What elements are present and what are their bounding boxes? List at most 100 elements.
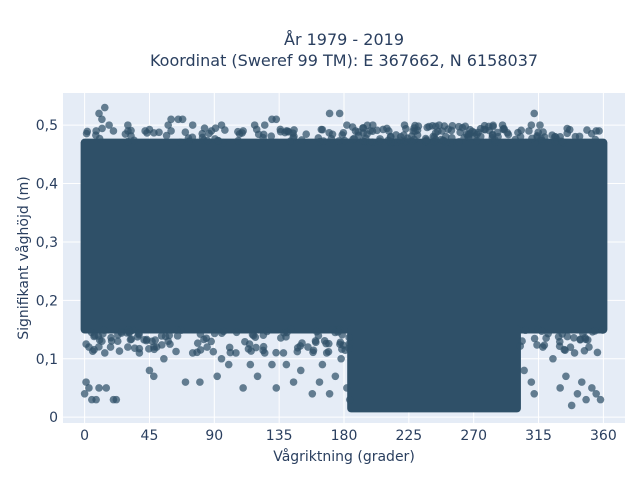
data-point bbox=[124, 121, 132, 129]
data-point bbox=[279, 349, 288, 357]
edge-point bbox=[225, 343, 234, 352]
data-point bbox=[188, 121, 197, 129]
x-tick-label: 45 bbox=[141, 428, 159, 444]
data-point bbox=[164, 121, 172, 129]
edge-point bbox=[234, 136, 242, 145]
edge-point bbox=[349, 135, 357, 144]
edge-point bbox=[290, 132, 298, 141]
edge-point bbox=[298, 136, 306, 144]
data-point bbox=[152, 343, 161, 351]
edge-point bbox=[488, 130, 497, 139]
data-point bbox=[585, 343, 593, 351]
data-point bbox=[304, 343, 312, 351]
data-point bbox=[282, 127, 291, 135]
dense-region bbox=[347, 325, 521, 413]
edge-point bbox=[259, 342, 268, 351]
y-tick-label: 0,3 bbox=[36, 235, 58, 251]
chart-title-line-1: År 1979 - 2019 bbox=[284, 30, 404, 49]
edge-point bbox=[200, 124, 209, 133]
edge-point bbox=[414, 122, 423, 130]
edge-point bbox=[345, 344, 353, 353]
edge-point bbox=[107, 333, 115, 342]
data-point bbox=[573, 389, 582, 398]
edge-point bbox=[176, 138, 185, 147]
edge-point bbox=[593, 348, 602, 357]
edge-point bbox=[232, 328, 241, 337]
y-tick-label: 0 bbox=[49, 410, 58, 426]
data-point bbox=[105, 121, 113, 129]
data-point bbox=[253, 372, 262, 381]
edge-point bbox=[575, 132, 584, 141]
edge-point bbox=[115, 347, 124, 355]
data-point bbox=[520, 366, 528, 375]
edge-point bbox=[516, 342, 525, 350]
edge-point bbox=[95, 134, 104, 143]
edge-point bbox=[345, 333, 353, 342]
edge-point bbox=[126, 335, 135, 344]
data-point bbox=[141, 127, 149, 135]
edge-point bbox=[359, 129, 368, 137]
edge-point bbox=[123, 137, 132, 146]
edge-point bbox=[521, 326, 530, 335]
edge-point bbox=[566, 343, 575, 351]
data-point bbox=[100, 349, 109, 357]
data-point bbox=[85, 343, 93, 351]
edge-point bbox=[198, 133, 207, 142]
edge-point bbox=[340, 136, 349, 145]
edge-point bbox=[581, 335, 590, 344]
data-point bbox=[549, 354, 557, 363]
edge-point bbox=[200, 335, 208, 344]
data-point bbox=[595, 127, 603, 135]
edge-point bbox=[386, 133, 395, 141]
data-point bbox=[435, 121, 443, 129]
edge-point bbox=[491, 138, 500, 147]
edge-point bbox=[555, 337, 564, 346]
data-point bbox=[536, 121, 544, 129]
data-point bbox=[207, 127, 216, 135]
edge-point bbox=[431, 129, 440, 137]
y-tick-label: 0,4 bbox=[36, 177, 58, 193]
edge-point bbox=[317, 125, 326, 134]
edge-point bbox=[193, 339, 202, 347]
data-point bbox=[92, 395, 100, 404]
data-point bbox=[145, 366, 154, 375]
data-point bbox=[100, 103, 109, 112]
data-point bbox=[239, 127, 247, 135]
data-point bbox=[246, 360, 255, 369]
edge-point bbox=[525, 127, 533, 135]
edge-point bbox=[550, 137, 559, 146]
edge-point bbox=[210, 329, 219, 338]
data-point bbox=[369, 121, 377, 129]
data-point bbox=[322, 349, 331, 357]
data-point bbox=[217, 354, 226, 363]
edge-point bbox=[403, 134, 412, 142]
dense-data-regions bbox=[80, 121, 608, 413]
edge-point bbox=[259, 133, 267, 142]
data-point bbox=[135, 349, 144, 357]
y-axis-title: Signifikant våghöjd (m) bbox=[15, 176, 32, 339]
edge-point bbox=[172, 347, 180, 356]
edge-point bbox=[277, 334, 285, 342]
edge-point bbox=[188, 133, 197, 142]
edge-point bbox=[336, 338, 345, 347]
edge-point bbox=[267, 132, 276, 141]
data-point bbox=[592, 389, 600, 398]
edge-point bbox=[548, 131, 556, 139]
data-point bbox=[188, 349, 197, 357]
data-point bbox=[556, 384, 564, 392]
edge-point bbox=[328, 130, 337, 139]
edge-point bbox=[322, 339, 330, 348]
edge-point bbox=[245, 340, 254, 348]
edge-point bbox=[373, 126, 381, 135]
data-point bbox=[325, 389, 334, 398]
data-point bbox=[308, 389, 317, 398]
data-point bbox=[90, 331, 99, 340]
data-point bbox=[196, 378, 204, 386]
edge-point bbox=[530, 334, 539, 343]
data-point bbox=[109, 127, 118, 135]
data-point bbox=[260, 121, 269, 129]
data-point bbox=[530, 109, 539, 118]
x-tick-label: 180 bbox=[331, 428, 358, 444]
data-point bbox=[296, 366, 305, 375]
